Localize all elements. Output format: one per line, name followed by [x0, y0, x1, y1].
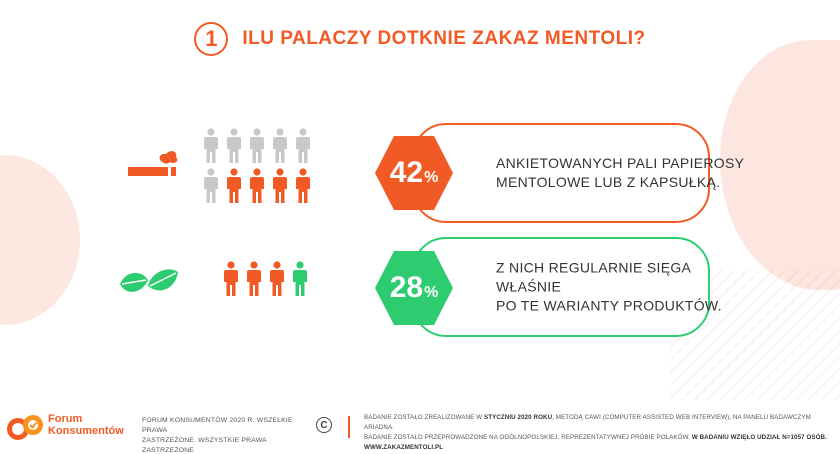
person-icon — [227, 168, 241, 203]
stat-text-smokers: ANKIETOWANYCH PALI PAPIEROSY MENTOLOWE L… — [496, 154, 756, 192]
stat-value: 28 — [389, 271, 424, 304]
stat-unit: % — [424, 169, 439, 186]
stat-card-smokers: ANKIETOWANYCH PALI PAPIEROSY MENTOLOWE L… — [412, 123, 744, 223]
methodology-line: WWW.ZAKAZMENTOLI.PL — [364, 443, 834, 453]
person-icon — [270, 261, 284, 296]
header: 1 ILU PALACZY DOTKNIE ZAKAZ MENTOLI? — [0, 22, 840, 56]
footer: Forum Konsumentów FORUM KONSUMENTÓW 2020… — [0, 405, 840, 454]
person-icon — [224, 261, 238, 296]
person-icon — [296, 128, 310, 163]
logo-text-line: Konsumentów — [48, 425, 124, 437]
copyright-line: ZASTRZEŻONE. WSZYSTKIE PRAWA ZASTRZEŻONE — [142, 437, 267, 454]
methodology-bold: W BADANIU WZIĘŁO UDZIAŁ N=1057 OSÓB. — [691, 434, 827, 441]
decorative-blob-left — [0, 155, 80, 325]
methodology-segment: BADANIE ZOSTAŁO ZREALIZOWANE W — [364, 414, 484, 421]
copyright-text: FORUM KONSUMENTÓW 2020 R. WSZELKIE PRAWA… — [142, 416, 312, 454]
stat-unit: % — [424, 284, 439, 301]
person-icon — [204, 128, 218, 163]
methodology-line: BADANIE ZOSTAŁO ZREALIZOWANE W STYCZNIU … — [364, 413, 834, 433]
stat-text-line: MENTOLOWE LUB Z KAPSUŁKĄ. — [496, 174, 721, 190]
copyright-icon: C — [316, 417, 332, 433]
person-icon — [247, 261, 261, 296]
copyright-line: FORUM KONSUMENTÓW 2020 R. WSZELKIE PRAWA — [142, 417, 293, 434]
person-icon — [293, 261, 307, 296]
methodology-segment: BADANIE ZOSTAŁO PRZEPROWADZONE NA OGÓLNO… — [364, 434, 692, 441]
stat-text-line: PO TE WARIANTY PRODUKTÓW. — [496, 297, 722, 314]
website-url: WWW.ZAKAZMENTOLI.PL — [364, 444, 444, 451]
person-icon — [204, 168, 218, 203]
cigarette-icon — [126, 145, 178, 184]
people-figures-menthol — [222, 261, 309, 297]
stat-text-menthol: Z NICH REGULARNIE SIĘGA WŁAŚNIE PO TE WA… — [496, 259, 756, 316]
person-icon — [250, 128, 264, 163]
percent-badge-menthol: 28% — [374, 249, 454, 327]
stat-text-line: ANKIETOWANYCH PALI PAPIEROSY — [496, 155, 745, 171]
person-icon — [273, 128, 287, 163]
methodology-bold: STYCZNIU 2020 ROKU — [484, 414, 553, 421]
logo-text-line: Forum — [48, 413, 83, 425]
page-title: ILU PALACZY DOTKNIE ZAKAZ MENTOLI? — [242, 28, 646, 49]
person-icon — [227, 128, 241, 163]
stat-value: 42 — [389, 156, 424, 189]
person-icon — [250, 168, 264, 203]
logo-text: Forum Konsumentów — [48, 413, 124, 437]
footer-divider — [348, 416, 350, 438]
stat-card-menthol: Z NICH REGULARNIE SIĘGA WŁAŚNIE PO TE WA… — [412, 237, 722, 337]
person-icon — [296, 168, 310, 203]
methodology-text: BADANIE ZOSTAŁO ZREALIZOWANE W STYCZNIU … — [364, 413, 834, 453]
percent-badge-smokers: 42% — [374, 134, 454, 212]
person-icon — [273, 168, 287, 203]
stat-text-line: Z NICH REGULARNIE SIĘGA WŁAŚNIE — [496, 259, 691, 295]
methodology-segment: , METODĄ CAWI (COMPUTER ASSISTED WEB INT… — [364, 414, 811, 431]
forum-konsumentow-logo-icon — [6, 412, 46, 447]
question-number-badge: 1 — [194, 22, 229, 56]
leaves-icon — [118, 264, 180, 305]
people-figures-smokers — [202, 128, 312, 204]
methodology-line: BADANIE ZOSTAŁO PRZEPROWADZONE NA OGÓLNO… — [364, 433, 834, 443]
